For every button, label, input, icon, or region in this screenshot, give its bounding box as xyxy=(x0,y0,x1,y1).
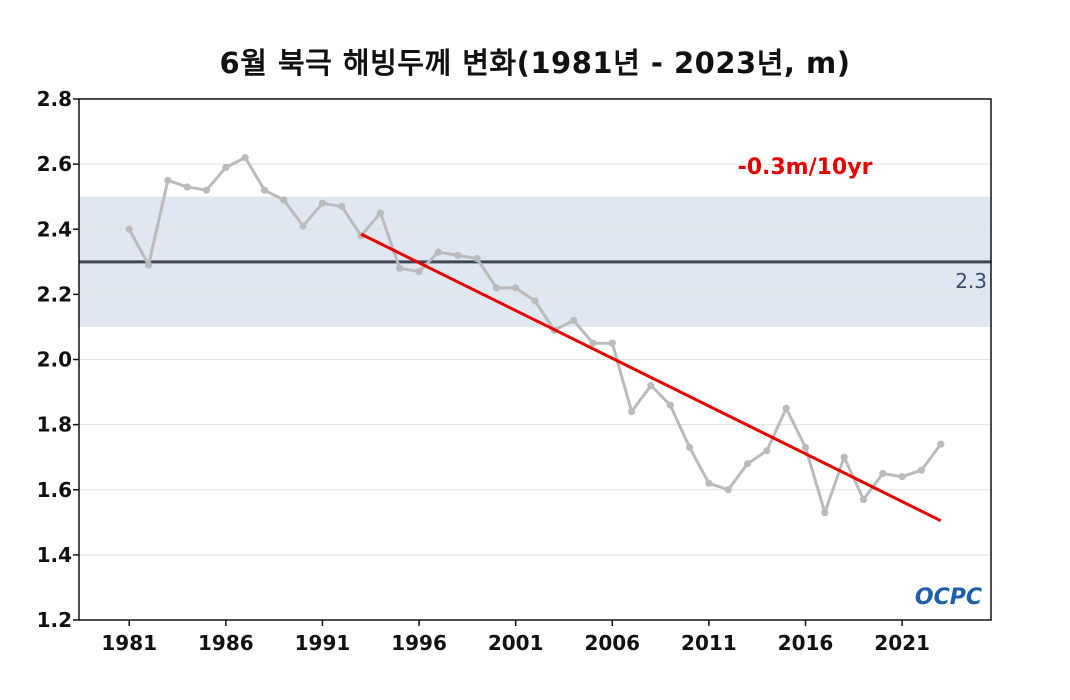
x-tick-label: 2016 xyxy=(778,631,834,655)
data-point xyxy=(859,495,868,504)
x-tick-label: 2011 xyxy=(681,631,737,655)
x-tick-label: 1991 xyxy=(295,631,351,655)
data-point xyxy=(647,381,655,390)
x-tick-label: 1996 xyxy=(391,631,447,655)
data-point xyxy=(299,222,307,230)
data-point xyxy=(705,479,713,487)
x-tick-label: 2006 xyxy=(584,631,640,655)
data-point xyxy=(666,401,674,409)
data-point xyxy=(202,186,211,194)
data-point xyxy=(724,486,732,494)
y-tick-label: 1.6 xyxy=(37,478,72,502)
data-point xyxy=(743,460,752,468)
y-tick-label: 2.8 xyxy=(37,87,72,111)
data-point xyxy=(260,186,269,194)
data-point xyxy=(685,443,694,452)
data-point xyxy=(415,267,423,276)
data-point xyxy=(763,447,771,455)
y-tick-label: 1.4 xyxy=(37,543,72,567)
data-point xyxy=(454,251,462,259)
chart-title: 6월 북극 해빙두께 변화(1981년 - 2023년, m) xyxy=(219,46,851,80)
data-point xyxy=(338,202,346,211)
x-tick-label: 2021 xyxy=(874,631,930,655)
data-point xyxy=(917,466,926,474)
data-point xyxy=(840,453,848,461)
data-point xyxy=(318,199,327,207)
data-point xyxy=(821,508,829,517)
trend-line xyxy=(360,232,942,523)
y-tick-label: 2.6 xyxy=(37,152,72,176)
data-point xyxy=(222,163,230,171)
data-point xyxy=(608,339,616,347)
y-tick-label: 2.4 xyxy=(37,217,72,241)
data-point xyxy=(531,297,539,305)
y-tick-label: 2.2 xyxy=(37,282,72,306)
y-tick-label: 1.8 xyxy=(37,413,72,437)
x-tick-label: 2001 xyxy=(488,631,544,655)
data-point xyxy=(376,209,385,217)
data-point xyxy=(782,404,790,412)
data-point xyxy=(492,284,500,292)
data-point xyxy=(628,408,636,416)
y-tick-label: 1.2 xyxy=(37,608,72,632)
data-point xyxy=(570,316,578,325)
data-point xyxy=(512,284,520,292)
data-point xyxy=(898,473,906,481)
reference-label: 2.3 xyxy=(955,269,987,293)
data-point xyxy=(937,440,945,448)
data-point xyxy=(280,196,288,204)
x-tick-label: 1981 xyxy=(101,631,157,655)
data-point xyxy=(801,443,810,452)
data-point xyxy=(879,469,887,478)
y-tick-label: 2.0 xyxy=(37,348,72,372)
data-point xyxy=(434,248,442,256)
data-point xyxy=(473,254,481,263)
data-point xyxy=(396,264,404,272)
data-point xyxy=(164,176,172,185)
data-point xyxy=(125,225,133,233)
x-tick-label: 1986 xyxy=(198,631,254,655)
data-point xyxy=(144,261,153,269)
data-point xyxy=(589,339,597,347)
data-point xyxy=(241,154,249,162)
data-point xyxy=(183,183,191,191)
ocpc-logo: OCPC xyxy=(915,585,982,610)
trend-label: -0.3m/10yr xyxy=(738,155,873,180)
